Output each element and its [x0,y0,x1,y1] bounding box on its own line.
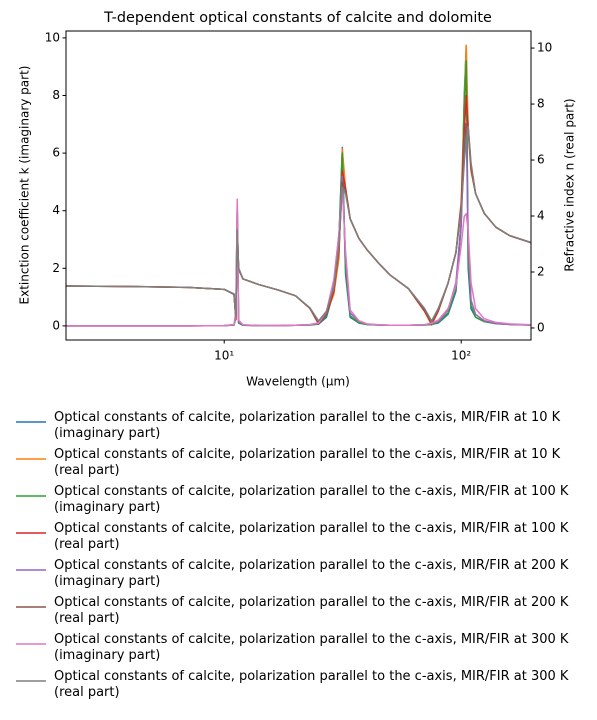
legend-entry: Optical constants of calcite, polarizati… [0,558,597,595]
legend-swatch [16,680,46,682]
y2-tick-label: 4 [537,209,545,223]
y-tick-label: 0 [52,318,60,332]
y2-tick-label: 8 [537,97,545,111]
legend-label: Optical constants of calcite, polarizati… [54,558,569,589]
legend-entry: Optical constants of calcite, polarizati… [0,447,597,484]
legend-label: Optical constants of calcite, polarizati… [54,595,569,626]
legend-entry: Optical constants of calcite, polarizati… [0,595,597,632]
y-axis-label: Extinction coefficient k (imaginary part… [18,66,32,305]
chart: T-dependent optical constants of calcite… [18,10,577,389]
plot-area [66,44,531,327]
legend-entry: Optical constants of calcite, polarizati… [0,484,597,521]
legend-swatch [16,458,46,460]
y2-tick-label: 0 [537,320,545,334]
legend-label: Optical constants of calcite, polarizati… [54,410,561,441]
y-tick-label: 10 [45,30,60,44]
legend-entry: Optical constants of calcite, polarizati… [0,521,597,558]
y-tick-label: 6 [52,146,60,160]
y2-tick-label: 6 [537,153,545,167]
series-line [66,123,531,327]
legend-swatch [16,421,46,423]
legend-swatch [16,569,46,571]
y2-tick-label: 2 [537,264,545,278]
legend-swatch [16,495,46,497]
legend-label: Optical constants of calcite, polarizati… [54,447,561,478]
x-tick-label: 10² [451,349,471,363]
legend-entry: Optical constants of calcite, polarizati… [0,632,597,669]
legend-label: Optical constants of calcite, polarizati… [54,669,569,700]
legend-entry: Optical constants of calcite, polarizati… [0,669,597,706]
y2-tick-label: 10 [537,41,552,55]
legend-swatch [16,606,46,608]
series-line [66,125,531,322]
legend-label: Optical constants of calcite, polarizati… [54,484,569,515]
series-line [66,44,531,326]
legend-label: Optical constants of calcite, polarizati… [54,632,569,663]
y-tick-label: 2 [52,261,60,275]
y-tick-label: 4 [52,203,60,217]
axes-frame [65,30,532,341]
x-tick-label: 10¹ [214,349,234,363]
legend-swatch [16,532,46,534]
legend: Optical constants of calcite, polarizati… [0,410,597,706]
x-axis-label: Wavelength (μm) [246,375,350,389]
legend-entry: Optical constants of calcite, polarizati… [0,410,597,447]
legend-label: Optical constants of calcite, polarizati… [54,521,569,552]
y2-axis-label: Refractive index n (real part) [563,98,577,271]
legend-swatch [16,643,46,645]
chart-title: T-dependent optical constants of calcite… [103,10,492,26]
y-tick-label: 8 [52,88,60,102]
